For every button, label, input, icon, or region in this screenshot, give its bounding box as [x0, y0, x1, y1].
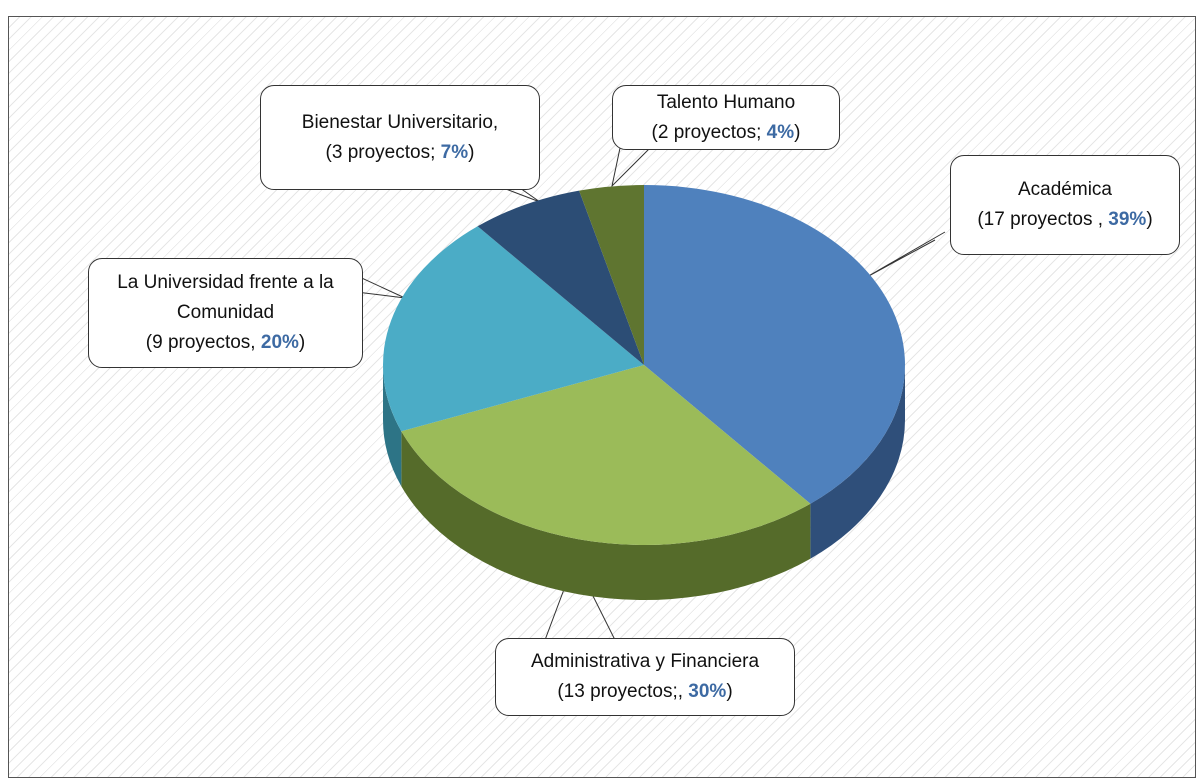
callout-pointer [611, 147, 651, 188]
slice-side [401, 431, 811, 601]
category-label: Bienestar Universitario, [301, 111, 499, 133]
detail-label: (3 proyectos; [325, 141, 441, 163]
detail-line: (17 proyectos , 39%) [961, 205, 1169, 235]
slice [383, 226, 644, 432]
detail-label: (13 proyectos;, [557, 681, 689, 702]
callout: Talento Humano (2 proyectos; 4%) [612, 85, 840, 150]
value-label: 30% [688, 681, 727, 702]
slice [477, 190, 644, 365]
value-label: 7% [440, 141, 469, 163]
detail-line: (3 proyectos; 7%) [271, 138, 529, 168]
detail-suffix: ) [468, 141, 475, 163]
detail-suffix: ) [1146, 209, 1153, 230]
detail-suffix: ) [794, 121, 801, 143]
slice [579, 185, 644, 365]
category-label: Académica [1018, 179, 1112, 200]
detail-suffix: ) [298, 332, 306, 353]
slice-side [383, 365, 402, 487]
detail-label: (9 proyectos, [145, 332, 261, 353]
slice-side [810, 365, 905, 559]
value-label: 39% [1108, 209, 1147, 230]
detail-label: (17 proyectos , [977, 209, 1109, 230]
detail-line: (9 proyectos, 20%) [99, 328, 352, 358]
slice [401, 365, 811, 545]
category-label: Talento Humano [656, 91, 796, 113]
callout: Administrativa y Financiera (13 proyectos… [495, 638, 795, 716]
detail-line: (13 proyectos;, 30%) [506, 677, 784, 707]
detail-label: (2 proyectos; [651, 121, 767, 143]
slice [644, 185, 905, 504]
category-label: La Universidad frente a la Comunidad [117, 272, 334, 323]
value-label: 20% [260, 332, 299, 353]
category-label: Administrativa y Financiera [530, 651, 760, 672]
callout: La Universidad frente a la Comunidad (9 p… [88, 258, 363, 368]
callout-pointer [864, 231, 946, 279]
detail-suffix: ) [726, 681, 733, 702]
callout: Académica (17 proyectos , 39%) [950, 155, 1180, 255]
callout: Bienestar Universitario, (3 proyectos; 7%… [260, 85, 540, 190]
detail-line: (2 proyectos; 4%) [623, 118, 829, 148]
value-label: 4% [766, 121, 795, 143]
